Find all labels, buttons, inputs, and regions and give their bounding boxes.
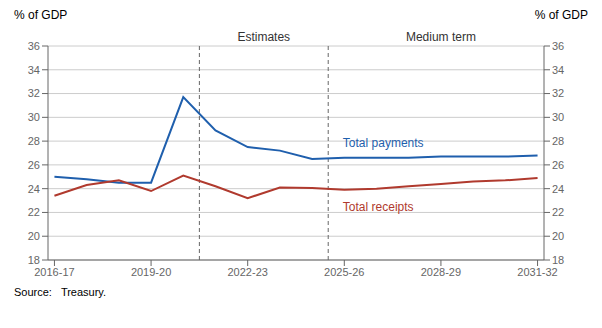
html-text:% of GDP: % of GDP [14, 8, 68, 22]
svg-text:30: 30 [552, 111, 564, 123]
svg-text:2031-32: 2031-32 [517, 266, 557, 278]
svg-text:32: 32 [28, 87, 40, 99]
svg-text:36: 36 [552, 40, 564, 52]
svg-text:20: 20 [28, 230, 40, 242]
svg-text:Total receipts: Total receipts [343, 200, 414, 214]
html-text:% of GDP: % of GDP [534, 8, 588, 22]
svg-text:2022-23: 2022-23 [228, 266, 268, 278]
html-text:Source: Treasury.: Source: Treasury. [14, 286, 107, 298]
svg-text:24: 24 [28, 183, 40, 195]
svg-text:32: 32 [552, 87, 564, 99]
svg-text:2016-17: 2016-17 [34, 266, 74, 278]
svg-text:34: 34 [552, 64, 564, 76]
svg-text:Medium term: Medium term [406, 30, 476, 44]
svg-text:2028-29: 2028-29 [421, 266, 461, 278]
svg-text:30: 30 [28, 111, 40, 123]
svg-text:18: 18 [28, 254, 40, 266]
svg-text:28: 28 [28, 135, 40, 147]
svg-text:22: 22 [28, 206, 40, 218]
svg-text:Estimates: Estimates [237, 30, 290, 44]
svg-text:34: 34 [28, 64, 40, 76]
svg-text:22: 22 [552, 206, 564, 218]
svg-text:24: 24 [552, 183, 564, 195]
svg-text:Total payments: Total payments [343, 136, 424, 150]
svg-text:26: 26 [28, 159, 40, 171]
svg-text:20: 20 [552, 230, 564, 242]
svg-text:18: 18 [552, 254, 564, 266]
svg-text:2025-26: 2025-26 [324, 266, 364, 278]
svg-text:26: 26 [552, 159, 564, 171]
svg-text:2019-20: 2019-20 [131, 266, 171, 278]
svg-text:28: 28 [552, 135, 564, 147]
svg-text:36: 36 [28, 40, 40, 52]
